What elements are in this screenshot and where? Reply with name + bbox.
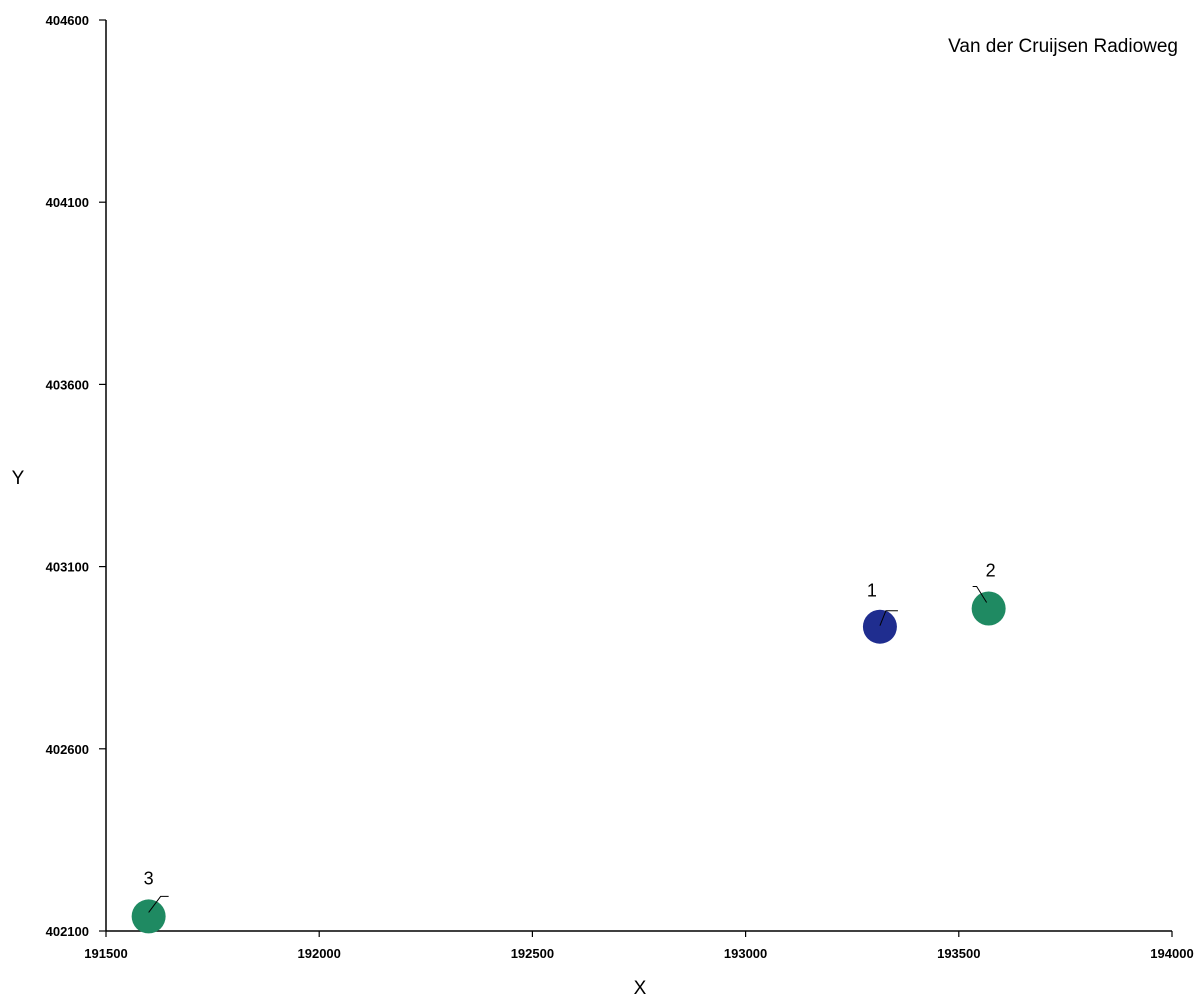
x-tick-label: 191500	[84, 946, 127, 961]
y-tick-label: 404100	[46, 195, 89, 210]
label-leader-line	[972, 586, 988, 603]
x-tick-label: 193000	[724, 946, 767, 961]
x-axis-title: X	[634, 978, 647, 997]
x-tick-label: 192000	[298, 946, 341, 961]
label-leader-line	[148, 895, 169, 913]
data-points: 1 2 3	[131, 561, 1006, 934]
x-tick-label: 193500	[937, 946, 980, 961]
y-tick-label: 402600	[46, 742, 89, 757]
y-axis-title: Y	[12, 468, 25, 489]
data-point-3: 3	[131, 868, 169, 934]
axes	[105, 20, 1172, 932]
chart-title: Van der Cruijsen Radioweg	[948, 36, 1178, 57]
data-point-2: 2	[971, 561, 1006, 626]
ticks	[99, 19, 1173, 937]
point-marker	[131, 899, 166, 934]
y-tick-label: 404600	[46, 13, 89, 28]
tick-labels: 191500 192000 192500 193000 193500 194000 4021…	[46, 13, 1194, 961]
y-tick-label: 403100	[46, 560, 89, 575]
label-leader-line	[879, 610, 898, 626]
x-tick-label: 192500	[511, 946, 554, 961]
point-label: 1	[867, 581, 877, 601]
point-marker	[862, 609, 897, 644]
y-tick-label: 403600	[46, 377, 89, 392]
point-label: 2	[986, 561, 996, 581]
point-label: 3	[144, 868, 154, 888]
point-marker	[971, 591, 1006, 626]
x-tick-label: 194000	[1150, 946, 1193, 961]
data-point-1: 1	[862, 581, 898, 644]
y-tick-label: 402100	[46, 924, 89, 939]
